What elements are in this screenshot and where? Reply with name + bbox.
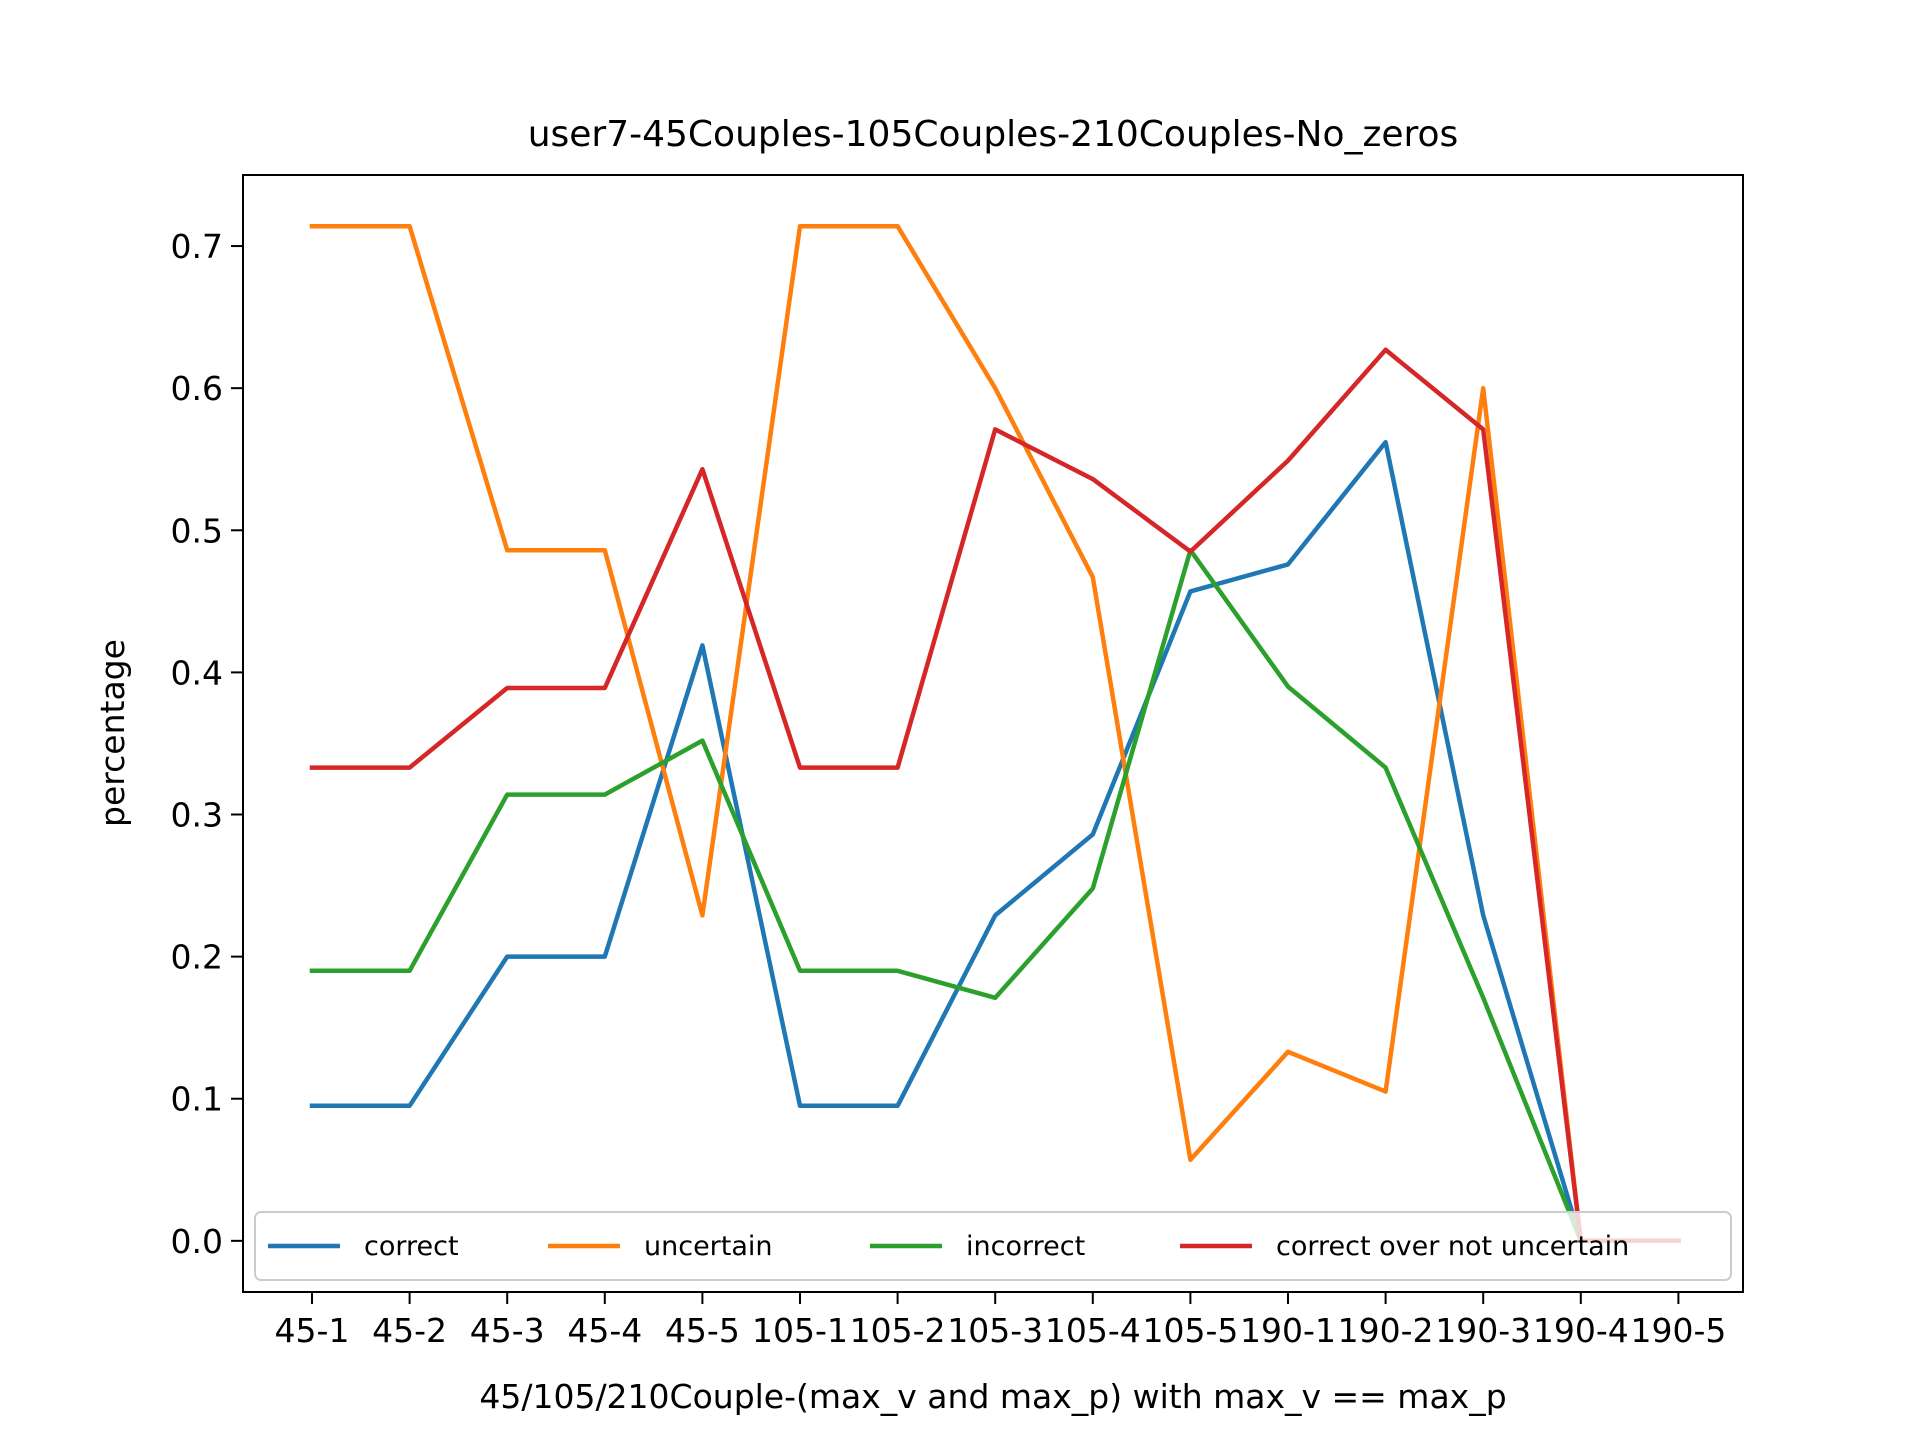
x-tick-label: 105-3 <box>947 1311 1043 1350</box>
x-tick-label: 45-4 <box>567 1311 642 1350</box>
x-tick-label: 45-2 <box>372 1311 447 1350</box>
series-line-0 <box>309 439 1681 1244</box>
series-line-2 <box>309 547 1681 1244</box>
x-tick-label: 190-3 <box>1435 1311 1531 1350</box>
y-tick-label: 0.2 <box>171 938 223 977</box>
series-layer <box>309 223 1681 1244</box>
y-tick-label: 0.1 <box>171 1080 223 1119</box>
legend-frame <box>254 1211 1732 1281</box>
legend: correct uncertain incorrect correct over no… <box>254 1211 1732 1281</box>
y-tick-label: 0.7 <box>171 227 223 266</box>
legend-label: incorrect <box>966 1231 1085 1262</box>
legend-label: uncertain <box>644 1231 773 1262</box>
legend-label: correct <box>364 1231 459 1262</box>
series-line-1 <box>309 223 1681 1244</box>
x-axis-label: 45/105/210Couple-(max_v and max_p) with … <box>479 1377 1506 1416</box>
x-tick-label: 105-2 <box>850 1311 946 1350</box>
plot-frame <box>242 174 1744 1293</box>
legend-label: correct over not uncertain <box>1276 1231 1629 1262</box>
y-tick-label: 0.5 <box>171 511 223 550</box>
x-tick-label: 190-5 <box>1630 1311 1726 1350</box>
x-tick-label: 45-3 <box>470 1311 545 1350</box>
y-axis-label: percentage <box>93 639 132 827</box>
y-tick-label: 0.3 <box>171 796 223 835</box>
chart-title: user7-45Couples-105Couples-210Couples-No… <box>528 114 1459 155</box>
x-tick-label: 190-4 <box>1533 1311 1629 1350</box>
y-tick-label: 0.6 <box>171 369 223 408</box>
x-tick-label: 45-5 <box>665 1311 740 1350</box>
y-axis: 0.0 0.1 0.2 0.3 0.4 0.5 0.6 0.7 <box>171 227 243 1261</box>
x-tick-label: 190-2 <box>1338 1311 1434 1350</box>
x-tick-label: 105-5 <box>1142 1311 1238 1350</box>
x-tick-label: 105-1 <box>752 1311 848 1350</box>
x-tick-label: 105-4 <box>1045 1311 1141 1350</box>
x-axis: 45-1 45-2 45-3 45-4 45-5 105-1 105-2 105-3 105-4… <box>275 1292 1726 1350</box>
series-line-3 <box>309 347 1681 1244</box>
x-tick-label: 190-1 <box>1240 1311 1336 1350</box>
x-tick-label: 45-1 <box>275 1311 350 1350</box>
y-tick-label: 0.4 <box>171 653 223 692</box>
y-tick-label: 0.0 <box>171 1222 223 1261</box>
